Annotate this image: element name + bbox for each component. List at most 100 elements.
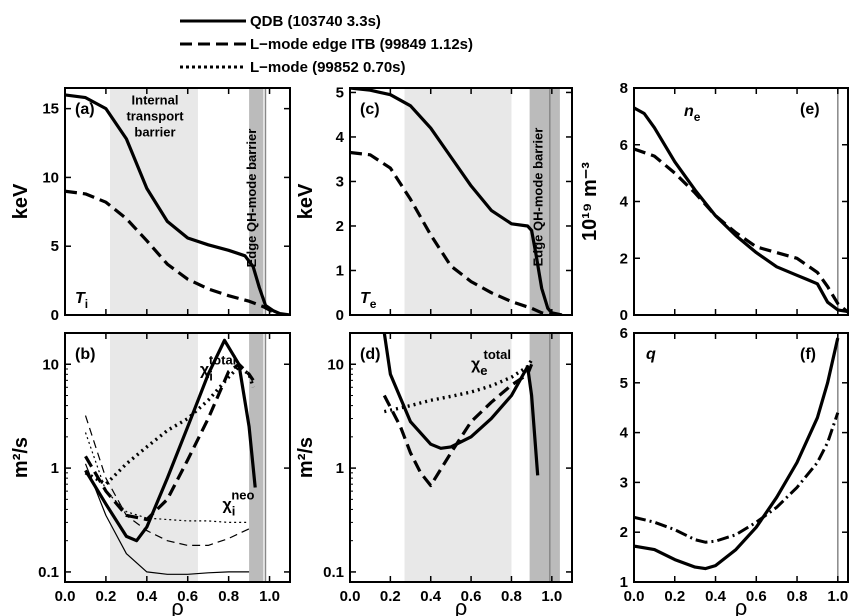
- panel-label-a: (a): [75, 101, 95, 118]
- plot-frame-b: [64, 332, 291, 583]
- series-group-a: [65, 93, 290, 315]
- chi-label-sup-b-1: neo: [231, 487, 254, 502]
- x-tick-label-d-1: 0.2: [380, 588, 401, 605]
- series-line-e-solid: [634, 106, 848, 314]
- series-line-a-dashed: [65, 189, 281, 315]
- x-tick-label-d-4: 0.8: [501, 588, 522, 605]
- y-axis-label-c: keV: [295, 183, 317, 219]
- y-tick-label-f-3: 4: [620, 425, 629, 442]
- y-tick-label-b-1: 1: [51, 460, 59, 477]
- panel-label-f: (f): [800, 346, 816, 363]
- chi-label-sub-b-0: i: [209, 368, 213, 383]
- x-tick-label-d-3: 0.6: [461, 588, 482, 605]
- y-tick-label-d-1: 1: [336, 460, 344, 477]
- symbol-a: Ti: [75, 290, 88, 311]
- y-axis-label-b: m²/s: [10, 437, 32, 478]
- series-group-e: [634, 106, 848, 314]
- series-line-b-thin-solid: [84, 463, 250, 575]
- y-tick-label-f-1: 2: [620, 524, 628, 541]
- series-line-e-dashed: [634, 147, 848, 314]
- series-line-f-solid: [634, 337, 840, 571]
- y-tick-label-e-0: 0: [620, 307, 628, 324]
- panel-e: 0 2 4 6 8 10¹⁹ m⁻³ (e) ne: [579, 80, 849, 324]
- y-tick-label-e-4: 8: [620, 80, 628, 97]
- x-tick-label-b-1: 0.2: [95, 588, 116, 605]
- y-tick-label-b-2: 10: [42, 356, 59, 373]
- region-band-c-0: [404, 88, 512, 315]
- chi-label-sub-d-0: e: [480, 363, 487, 378]
- y-tick-label-c-2: 2: [336, 218, 344, 235]
- y-tick-label-e-2: 4: [620, 194, 629, 211]
- legend-label-qdb: QDB (103740 3.3s): [250, 13, 381, 30]
- y-tick-label-b-0: 0.1: [38, 564, 59, 581]
- series-line-b-dotted: [84, 364, 255, 486]
- y-tick-label-a-3: 15: [42, 101, 59, 118]
- x-tick-label-f-0: 0.0: [624, 588, 645, 605]
- y-tick-label-c-1: 1: [336, 262, 344, 279]
- plot-frame-c: [349, 87, 573, 316]
- x-tick-label-b-0: 0.0: [55, 588, 76, 605]
- series-group-b: [84, 338, 257, 575]
- y-tick-label-c-4: 4: [336, 129, 345, 146]
- x-axis-label-f: ρ: [735, 595, 748, 616]
- panel-f: 1 2 3 4 5 6 0.0 0.2 0.4 0.6 0.8 1.0 ρ (f) q: [620, 325, 849, 616]
- annotation-a-1: Edge QH-mode barrier: [244, 129, 259, 268]
- legend-label-lmode-itb: L−mode edge ITB (99849 1.12s): [250, 36, 473, 53]
- region-band-c-1: [529, 88, 560, 315]
- panel-label-d: (d): [360, 346, 380, 363]
- annotation-c-0: Edge QH-mode barrier: [531, 128, 546, 267]
- panel-c: 0 1 2 3 4 5 keV (c) Te Edge QH-mode barrier: [295, 84, 573, 324]
- y-tick-label-a-1: 5: [51, 238, 59, 255]
- y-tick-label-c-5: 5: [336, 84, 344, 101]
- series-group-c: [350, 88, 563, 315]
- x-tick-label-b-4: 0.8: [218, 588, 239, 605]
- series-group-f: [634, 337, 840, 571]
- x-tick-label-f-4: 0.8: [787, 588, 808, 605]
- annotation-a-0-2: barrier: [134, 125, 175, 140]
- y-tick-label-f-2: 3: [620, 474, 628, 491]
- x-axis-label-d: ρ: [455, 595, 468, 616]
- region-band-a-1: [249, 88, 264, 315]
- y-tick-label-a-2: 10: [42, 169, 59, 186]
- chi-label-sub-b-1: i: [232, 503, 236, 518]
- y-tick-label-d-2: 10: [327, 356, 344, 373]
- y-axis-label-a: keV: [10, 183, 32, 219]
- series-line-d-dashed: [382, 363, 534, 488]
- region-band-d-0: [404, 333, 512, 582]
- y-tick-label-d-0: 0.1: [323, 564, 344, 581]
- y-tick-label-e-3: 6: [620, 137, 628, 154]
- annotation-a-0-1: transport: [126, 109, 184, 124]
- region-band-d-1: [529, 333, 560, 582]
- legend-label-lmode: L−mode (99852 0.70s): [250, 59, 406, 76]
- symbol-e: ne: [684, 103, 701, 124]
- series-line-d-dotted: [383, 359, 534, 414]
- x-tick-label-b-2: 0.4: [136, 588, 158, 605]
- series-line-b-thin-dashed: [84, 415, 250, 546]
- x-tick-label-f-1: 0.2: [664, 588, 685, 605]
- x-tick-label-b-3: 0.6: [177, 588, 198, 605]
- y-tick-label-f-0: 1: [620, 574, 628, 591]
- region-band-b-1: [249, 333, 264, 582]
- panel-label-e: (e): [800, 101, 820, 118]
- symbol-sub-c: e: [370, 297, 377, 311]
- series-group-d: [382, 333, 540, 488]
- series-line-f-dashdot: [634, 412, 840, 544]
- y-axis-label-e: 10¹⁹ m⁻³: [579, 162, 601, 241]
- x-tick-label-f-2: 0.4: [705, 588, 727, 605]
- y-tick-label-c-3: 3: [336, 173, 344, 190]
- chi-label-sup-d-0: total: [484, 347, 511, 362]
- y-axis-label-d: m²/s: [295, 437, 317, 478]
- series-line-c-dashed: [350, 150, 553, 315]
- plot-frame-a: [64, 87, 291, 316]
- y-tick-label-a-0: 0: [51, 307, 59, 324]
- x-tick-label-d-0: 0.0: [340, 588, 361, 605]
- series-line-b-thin-dotted: [84, 432, 250, 523]
- x-tick-label-f-5: 1.0: [827, 588, 848, 605]
- x-tick-label-b-5: 1.0: [259, 588, 280, 605]
- symbol-c: Te: [360, 290, 377, 311]
